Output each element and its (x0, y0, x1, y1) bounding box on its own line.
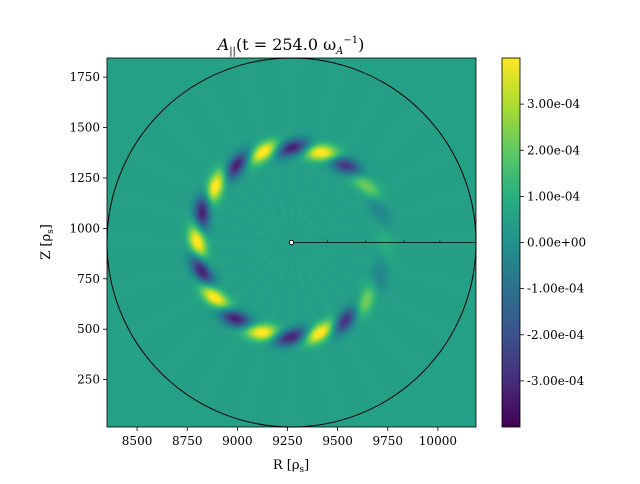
x-axis-label: R [ρs] (273, 458, 309, 475)
colorbar (501, 57, 521, 428)
colorbar-tick-label: -1.00e-04 (527, 282, 585, 296)
colorbar-tick-label: 0.00e+00 (527, 236, 586, 250)
y-tick-label: 1500 (69, 121, 100, 135)
y-tick-label: 750 (77, 272, 100, 286)
y-tick-label: 250 (77, 373, 100, 387)
x-tick-label: 9750 (372, 434, 403, 448)
y-tick-label: 500 (77, 322, 100, 336)
colorbar-tick-label: -3.00e-04 (527, 374, 585, 388)
x-tick-label: 9500 (322, 434, 353, 448)
magnetic-axis-marker (288, 239, 295, 246)
colorbar-tick-label: 1.00e-04 (527, 189, 581, 203)
x-tick-label: 8750 (172, 434, 203, 448)
y-axis: 250 500 750 1000 1250 1500 1750 (69, 70, 107, 387)
x-axis: 8500 8750 9000 9250 9500 9750 10000 (122, 427, 457, 448)
colorbar-ticks: 3.00e-04 2.00e-04 1.00e-04 0.00e+00 -1.00e-0… (520, 97, 586, 388)
x-tick-label: 9250 (272, 434, 303, 448)
plot-frame (106, 57, 477, 428)
x-tick-label: 9000 (222, 434, 253, 448)
y-tick-label: 1750 (69, 70, 100, 84)
x-tick-label: 10000 (419, 434, 457, 448)
y-axis-label: Z [ρs] (39, 224, 56, 260)
colorbar-tick-label: -2.00e-04 (527, 328, 585, 342)
probe-line (291, 240, 476, 243)
y-tick-label: 1250 (69, 171, 100, 185)
y-tick-label: 1000 (69, 221, 100, 235)
x-tick-label: 8500 (122, 434, 153, 448)
colorbar-tick-label: 3.00e-04 (527, 97, 581, 111)
colorbar-tick-label: 2.00e-04 (527, 143, 581, 157)
chart-title: A||(t = 254.0 ωA−1) (216, 35, 365, 57)
